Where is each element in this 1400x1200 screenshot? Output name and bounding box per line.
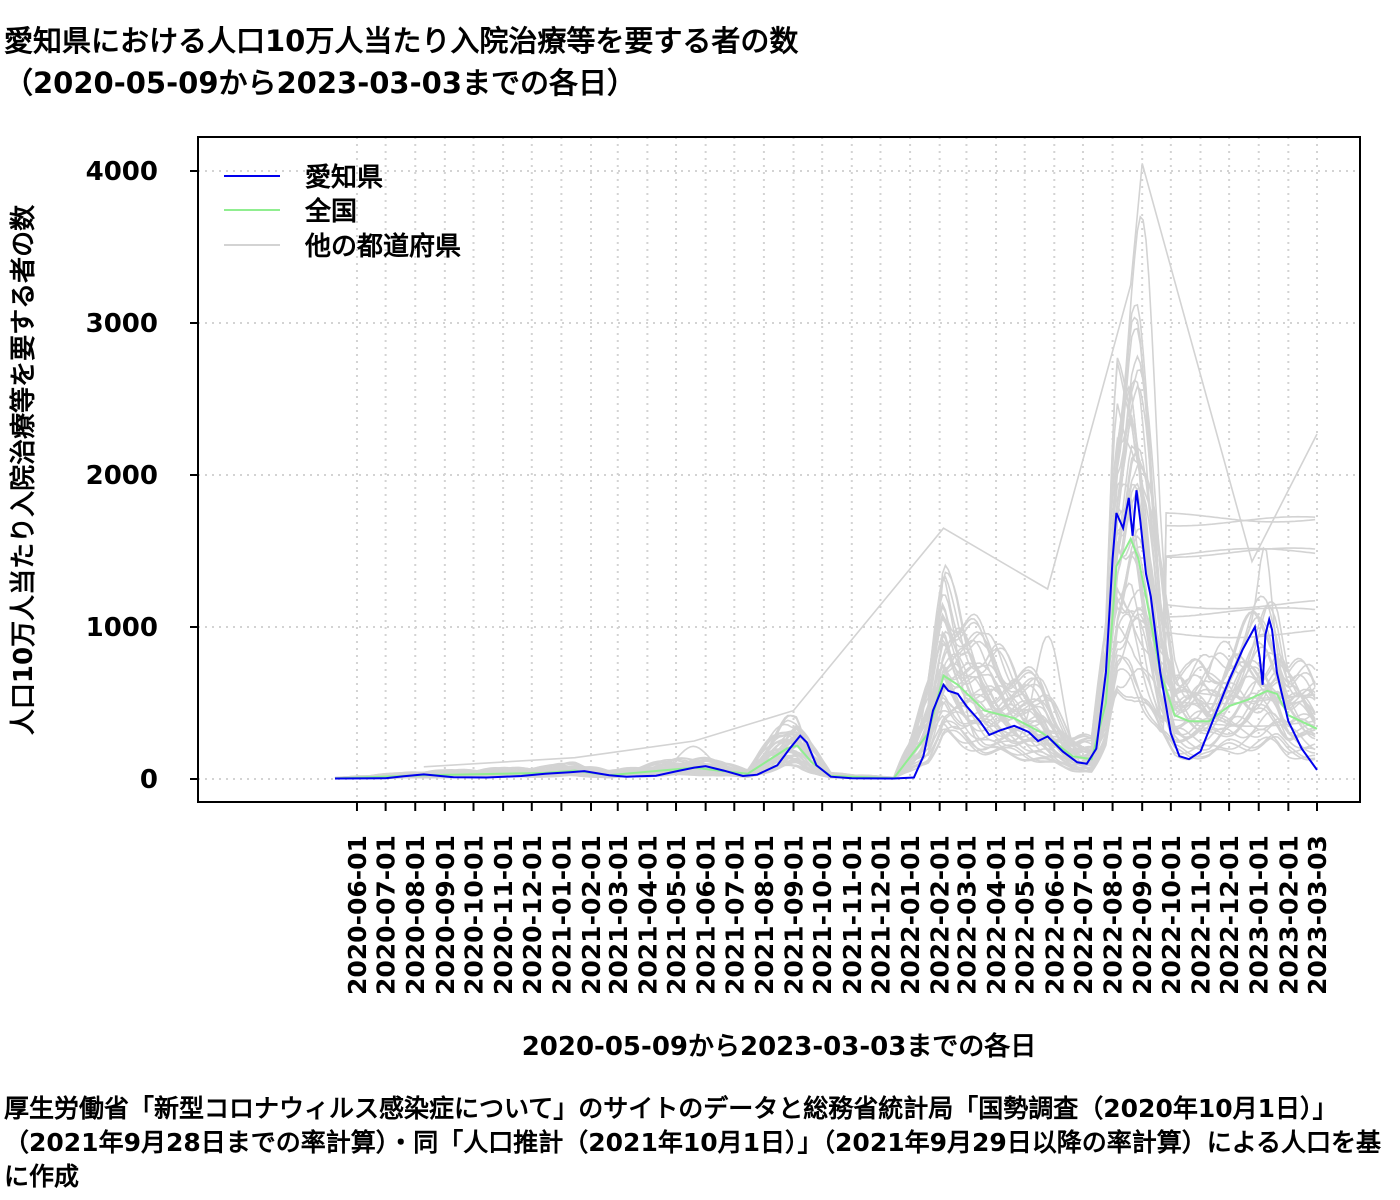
x-tick-label: 2020-12-01 bbox=[518, 835, 547, 995]
x-tick-label: 2021-02-01 bbox=[577, 835, 606, 995]
x-tick-label: 2021-10-01 bbox=[808, 835, 837, 995]
x-tick-label: 2023-03-03 bbox=[1303, 835, 1332, 995]
x-tick-label: 2022-06-01 bbox=[1040, 835, 1069, 995]
main-series-lines bbox=[334, 490, 1318, 780]
x-tick-label: 2020-06-01 bbox=[343, 835, 372, 995]
x-tick-label: 2020-07-01 bbox=[372, 835, 401, 995]
legend-label-other: 他の都道府県 bbox=[304, 231, 461, 262]
x-tick-label: 2021-12-01 bbox=[866, 835, 895, 995]
aichi-line bbox=[334, 490, 1318, 780]
legend: 愛知県 全国 他の都道府県 bbox=[224, 163, 461, 262]
x-tick-label: 2020-08-01 bbox=[401, 835, 430, 995]
x-tick-label: 2021-03-01 bbox=[604, 835, 633, 995]
x-tick-label: 2021-11-01 bbox=[838, 835, 867, 995]
x-tick-label: 2022-02-01 bbox=[926, 835, 955, 995]
y-tick-label: 0 bbox=[140, 765, 158, 795]
x-tick-label: 2022-08-01 bbox=[1099, 835, 1128, 995]
chart-title-line2: （2020-05-09から2023-03-03までの各日） bbox=[4, 66, 636, 100]
y-tick-label: 1000 bbox=[86, 613, 158, 643]
x-tick-label: 2022-10-01 bbox=[1157, 835, 1186, 995]
x-tick-label: 2022-11-01 bbox=[1186, 835, 1215, 995]
x-tick-label: 2021-09-01 bbox=[780, 835, 809, 995]
x-tick-label: 2022-09-01 bbox=[1128, 835, 1157, 995]
x-tick-label: 2020-09-01 bbox=[431, 835, 460, 995]
x-tick-label: 2021-06-01 bbox=[692, 835, 721, 995]
y-tick-label: 4000 bbox=[86, 157, 158, 187]
chart-title-line1: 愛知県における人口10万人当たり入院治療等を要する者の数 bbox=[4, 24, 799, 58]
x-tick-label: 2020-10-01 bbox=[460, 835, 489, 995]
x-tick-label: 2022-05-01 bbox=[1011, 835, 1040, 995]
plot-frame bbox=[197, 136, 1361, 803]
x-tick-label: 2021-04-01 bbox=[633, 835, 662, 995]
x-tick-label: 2020-11-01 bbox=[489, 835, 518, 995]
national-line bbox=[334, 536, 1318, 780]
legend-label-aichi: 愛知県 bbox=[305, 163, 383, 193]
y-tick-label: 3000 bbox=[86, 309, 158, 339]
x-axis: 2020-06-01 2020-07-01 2020-08-01 2020-09-01… bbox=[343, 802, 1332, 995]
other-prefecture-peak-line bbox=[423, 163, 1318, 768]
y-tick-label: 2000 bbox=[86, 461, 158, 491]
y-axis: 0 1000 2000 3000 4000 bbox=[86, 157, 198, 795]
x-tick-label: 2022-03-01 bbox=[952, 835, 981, 995]
other-prefecture-line bbox=[334, 487, 1316, 779]
x-tick-label: 2023-01-01 bbox=[1245, 835, 1274, 995]
x-tick-label: 2022-01-01 bbox=[896, 835, 925, 995]
x-tick-label: 2021-01-01 bbox=[547, 835, 576, 995]
x-tick-label: 2021-08-01 bbox=[750, 835, 779, 995]
x-axis-label: 2020-05-09から2023-03-03までの各日 bbox=[521, 1032, 1037, 1062]
x-tick-label: 2022-07-01 bbox=[1069, 835, 1098, 995]
x-tick-label: 2022-12-01 bbox=[1215, 835, 1244, 995]
x-tick-label: 2021-05-01 bbox=[662, 835, 691, 995]
legend-label-national: 全国 bbox=[304, 196, 357, 227]
source-caption: 厚生労働省「新型コロナウィルス感染症について」のサイトのデータと総務省統計局「国… bbox=[4, 1094, 1382, 1191]
y-axis-label: 人口10万人当たり入院治療等を要する者の数 bbox=[8, 204, 39, 735]
x-tick-label: 2021-07-01 bbox=[720, 835, 749, 995]
x-tick-label: 2023-02-01 bbox=[1274, 835, 1303, 995]
x-tick-label: 2022-04-01 bbox=[982, 835, 1011, 995]
other-prefecture-lines bbox=[334, 163, 1318, 780]
